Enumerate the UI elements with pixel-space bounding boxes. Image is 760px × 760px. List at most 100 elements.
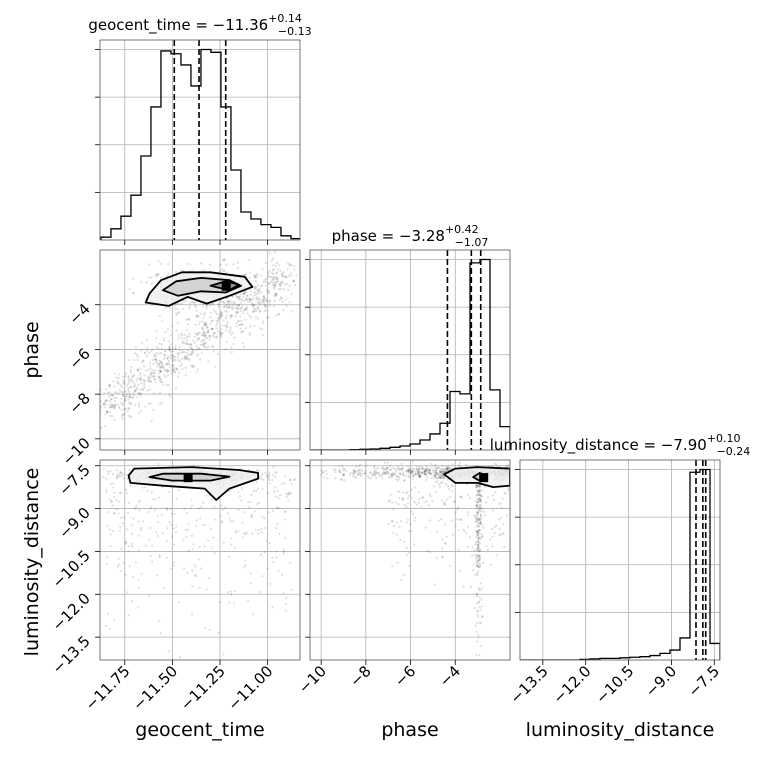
sample-point bbox=[153, 375, 156, 378]
panel-background bbox=[100, 460, 300, 660]
sample-point bbox=[129, 395, 132, 399]
sample-point bbox=[264, 304, 267, 307]
sample-point bbox=[125, 395, 128, 398]
sample-point bbox=[110, 398, 113, 401]
sample-point bbox=[494, 491, 497, 494]
sample-point bbox=[351, 471, 354, 475]
sample-point bbox=[183, 567, 186, 570]
sample-point bbox=[177, 489, 180, 492]
sample-point bbox=[115, 475, 119, 478]
sample-point bbox=[241, 521, 244, 524]
sample-point bbox=[152, 408, 155, 411]
sample-point bbox=[252, 308, 256, 311]
sample-point bbox=[242, 292, 246, 295]
sample-point bbox=[187, 349, 190, 352]
sample-point bbox=[215, 336, 218, 339]
sample-point bbox=[198, 586, 201, 590]
sample-point bbox=[153, 355, 156, 358]
sample-point bbox=[241, 536, 244, 539]
panel-phase-vs-geocent-time: −10−8−6−4 bbox=[59, 249, 301, 469]
sample-point bbox=[119, 471, 123, 474]
sample-point bbox=[287, 499, 290, 502]
sample-point bbox=[278, 283, 282, 286]
sample-point bbox=[382, 467, 385, 470]
sample-point bbox=[115, 508, 118, 511]
sample-point bbox=[279, 269, 282, 273]
sample-point bbox=[420, 471, 423, 474]
sample-point bbox=[257, 532, 260, 535]
sample-point bbox=[250, 515, 253, 518]
sample-point bbox=[236, 261, 240, 264]
panel-frame bbox=[99, 459, 301, 661]
sample-point bbox=[457, 548, 460, 551]
sample-point bbox=[264, 261, 267, 265]
sample-point bbox=[478, 549, 481, 552]
sample-point bbox=[127, 544, 130, 548]
sample-point bbox=[426, 549, 429, 552]
sample-point bbox=[186, 529, 190, 532]
sample-point bbox=[120, 547, 123, 550]
sample-point bbox=[235, 307, 238, 311]
sample-point bbox=[213, 331, 216, 334]
sample-point bbox=[276, 280, 279, 283]
sample-point bbox=[113, 404, 116, 407]
sample-point bbox=[368, 476, 371, 479]
sample-point bbox=[175, 367, 179, 370]
sample-point bbox=[245, 531, 248, 534]
sample-point bbox=[222, 541, 225, 544]
sample-point bbox=[424, 469, 427, 472]
sample-point bbox=[479, 494, 482, 497]
sample-point bbox=[290, 588, 293, 591]
sample-point bbox=[479, 549, 482, 552]
sample-point bbox=[195, 333, 199, 336]
sample-point bbox=[270, 280, 273, 284]
sample-point bbox=[407, 469, 410, 472]
sample-point bbox=[108, 528, 111, 531]
sample-point bbox=[205, 346, 208, 349]
xlabel-phase: phase bbox=[381, 719, 438, 741]
sample-point bbox=[174, 270, 178, 274]
sample-point bbox=[432, 471, 435, 474]
sample-point bbox=[142, 359, 145, 363]
sample-point bbox=[143, 384, 146, 387]
sample-point bbox=[474, 624, 477, 627]
sample-point bbox=[154, 498, 157, 501]
sample-point bbox=[158, 352, 161, 355]
sample-point bbox=[475, 547, 479, 550]
sample-point bbox=[258, 291, 261, 294]
sample-point bbox=[207, 360, 210, 363]
sample-point bbox=[100, 426, 103, 429]
sample-point bbox=[217, 318, 220, 321]
sample-point bbox=[108, 391, 111, 394]
sample-point bbox=[250, 515, 253, 519]
sample-point bbox=[397, 468, 400, 471]
sample-point bbox=[253, 276, 257, 279]
sample-point bbox=[259, 590, 262, 594]
sample-point bbox=[262, 299, 265, 302]
sample-point bbox=[264, 305, 267, 308]
sample-point bbox=[165, 384, 169, 387]
sample-point bbox=[403, 503, 406, 506]
sample-point bbox=[201, 343, 204, 346]
sample-point bbox=[168, 393, 171, 396]
sample-point bbox=[237, 319, 241, 322]
sample-point bbox=[250, 493, 253, 497]
sample-point bbox=[221, 508, 225, 511]
xlabel-geocent-time: geocent_time bbox=[135, 719, 264, 741]
sample-point bbox=[143, 386, 146, 390]
sample-point bbox=[275, 527, 278, 530]
sample-point bbox=[225, 314, 228, 317]
sample-point bbox=[224, 316, 228, 319]
sample-point bbox=[372, 472, 375, 475]
sample-point bbox=[223, 258, 226, 261]
sample-point bbox=[164, 356, 167, 359]
sample-point bbox=[117, 500, 120, 503]
sample-point bbox=[116, 476, 119, 479]
sample-point bbox=[278, 264, 281, 267]
sample-point bbox=[477, 540, 480, 543]
sample-point bbox=[237, 530, 240, 533]
sample-point bbox=[466, 525, 470, 528]
sample-point bbox=[162, 366, 166, 370]
sample-point bbox=[167, 369, 170, 372]
sample-point bbox=[155, 360, 158, 363]
